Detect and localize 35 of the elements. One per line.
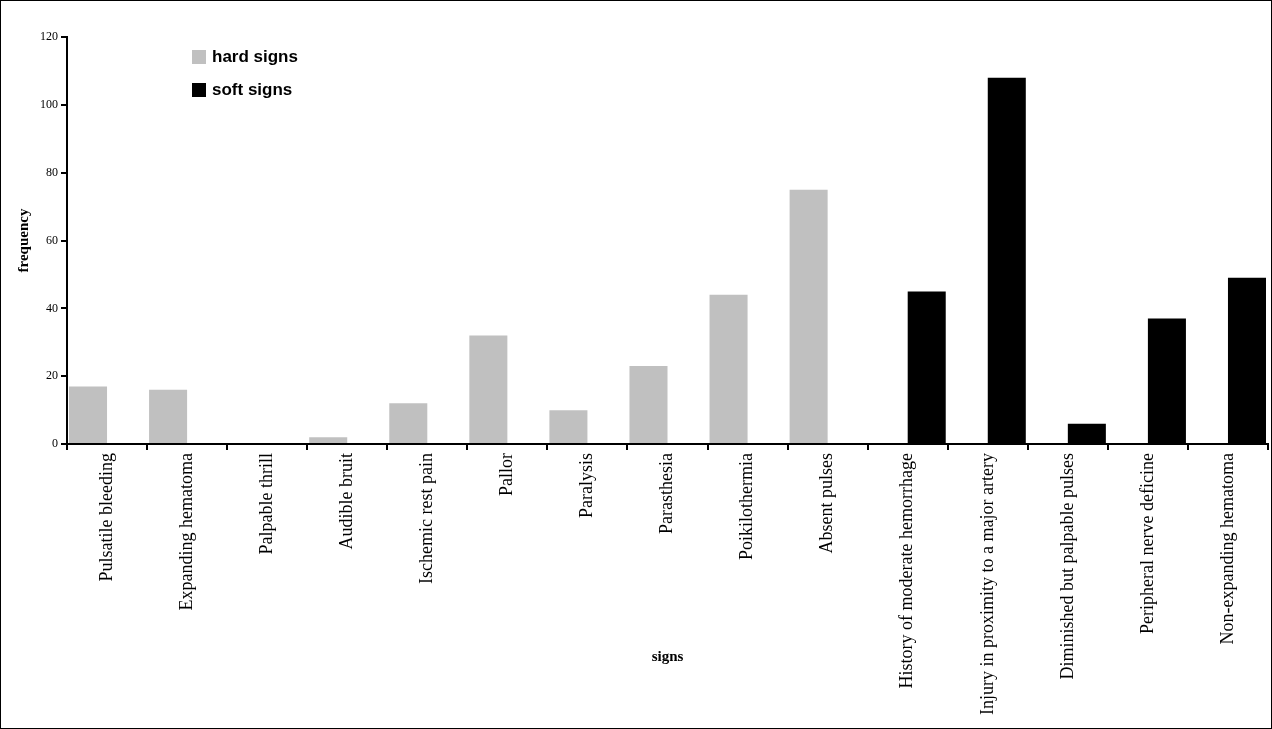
x-tick-label: Pallor	[496, 453, 517, 497]
bar	[549, 410, 588, 444]
x-tick-label: Non-expanding hematoma	[1216, 453, 1237, 645]
bar	[469, 335, 508, 444]
bar	[789, 189, 828, 444]
x-tick-label: Injury in proximity to a major artery	[976, 453, 997, 716]
legend-label: hard signs	[212, 46, 298, 66]
x-tick-label: Palpable thrill	[255, 453, 276, 555]
x-tick-label: Audible bruit	[335, 453, 356, 550]
x-tick-label: Expanding hematoma	[175, 453, 196, 611]
bar	[309, 437, 348, 444]
bar	[389, 403, 428, 444]
x-tick-label: History of moderate hemorrhage	[896, 453, 917, 689]
legend-label: soft signs	[212, 79, 293, 99]
x-tick-label: Poikilothermia	[736, 453, 757, 561]
y-tick-label: 40	[46, 300, 58, 315]
x-tick-label: Absent pulses	[816, 453, 837, 554]
x-tick-label: Peripheral nerve deficine	[1136, 453, 1157, 634]
y-tick-label: 80	[46, 164, 58, 179]
bar	[629, 366, 668, 444]
x-tick-label: Diminished but palpable pulses	[1056, 453, 1077, 680]
bar	[149, 389, 188, 444]
y-tick-label: 120	[40, 29, 58, 44]
x-tick-label: Ischemic rest pain	[416, 453, 437, 585]
x-axis-title: signs	[651, 647, 684, 664]
y-tick-label: 100	[40, 97, 58, 111]
y-tick-label: 0	[52, 436, 58, 451]
y-tick-label: 60	[46, 232, 58, 247]
y-axis-title: frequency	[14, 208, 31, 273]
x-tick-label: Pulsatile bleeding	[95, 453, 116, 582]
x-tick-label: Paralysis	[576, 453, 597, 519]
bar	[69, 386, 108, 444]
x-tick-label: Parasthesia	[656, 453, 677, 535]
y-tick-label: 20	[46, 368, 58, 383]
bar	[709, 294, 748, 444]
